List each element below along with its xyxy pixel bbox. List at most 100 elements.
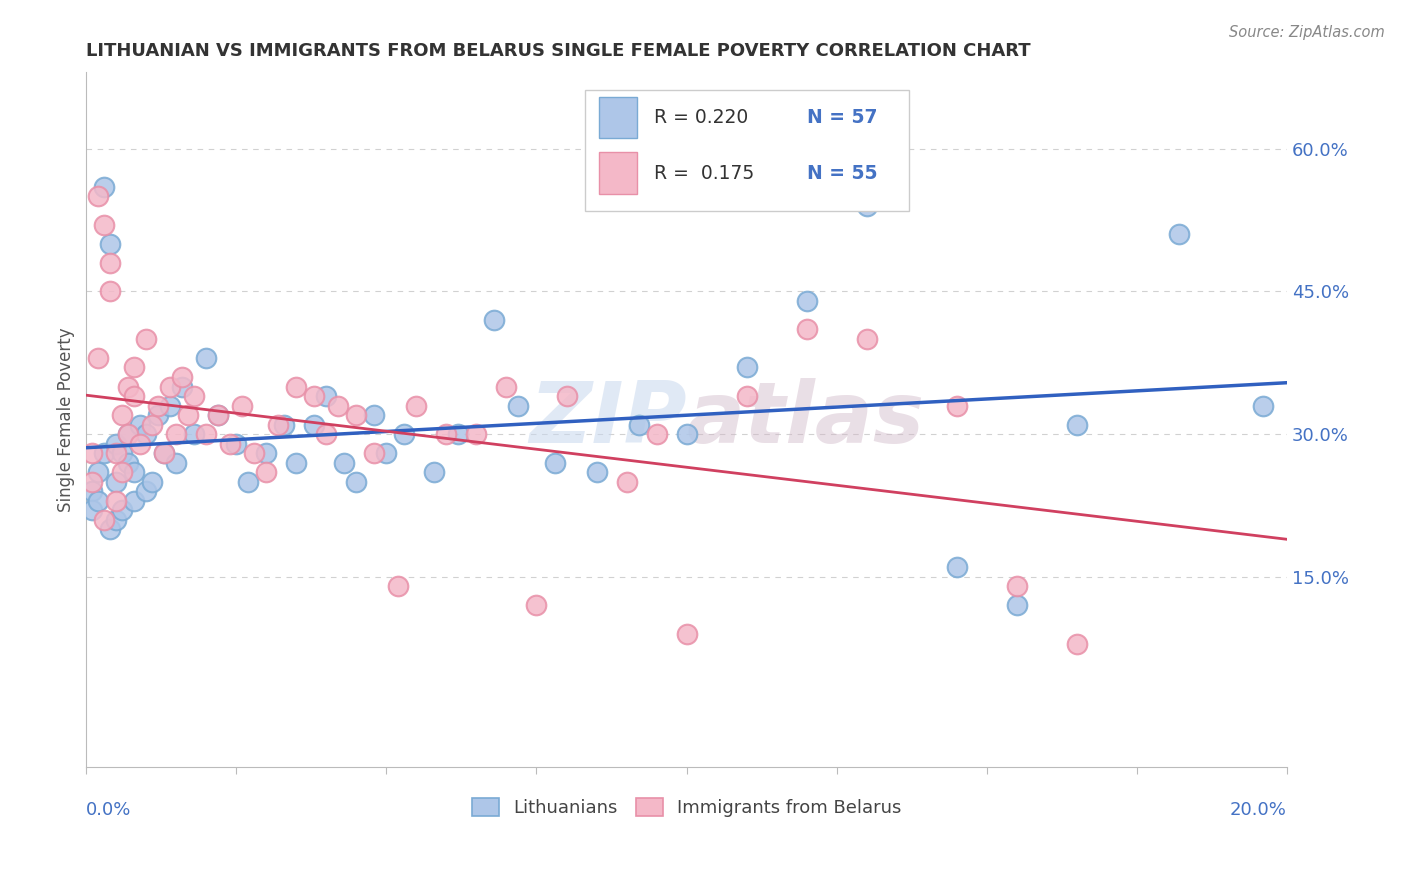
Point <box>645 427 668 442</box>
Point <box>394 427 416 442</box>
Point <box>195 427 218 442</box>
Point <box>1066 636 1088 650</box>
Point <box>93 513 115 527</box>
Point <box>855 199 877 213</box>
Point <box>344 408 367 422</box>
Point <box>304 417 326 432</box>
Point <box>1167 227 1189 242</box>
Point <box>148 408 170 422</box>
Y-axis label: Single Female Poverty: Single Female Poverty <box>58 327 75 512</box>
Text: 0.0%: 0.0% <box>86 801 132 819</box>
Point <box>111 503 134 517</box>
Point <box>1066 417 1088 432</box>
Point <box>105 513 128 527</box>
Point <box>796 293 818 308</box>
FancyBboxPatch shape <box>599 96 637 138</box>
Point <box>111 465 134 479</box>
Point <box>375 446 398 460</box>
Point <box>225 436 247 450</box>
Point <box>238 475 260 489</box>
Point <box>98 522 121 536</box>
Point <box>87 465 110 479</box>
Point <box>93 446 115 460</box>
Point <box>177 408 200 422</box>
Point <box>675 427 697 442</box>
Text: N = 55: N = 55 <box>807 163 877 183</box>
Text: Source: ZipAtlas.com: Source: ZipAtlas.com <box>1229 25 1385 40</box>
Point <box>93 179 115 194</box>
Point <box>543 456 565 470</box>
Point <box>98 285 121 299</box>
Point <box>231 399 253 413</box>
Point <box>82 503 104 517</box>
Point <box>87 493 110 508</box>
Point <box>195 351 218 365</box>
Point <box>254 446 277 460</box>
Point <box>945 560 967 574</box>
Point <box>405 399 427 413</box>
Point <box>117 427 139 442</box>
Point <box>207 408 229 422</box>
Point <box>172 379 194 393</box>
Point <box>105 436 128 450</box>
Point <box>172 370 194 384</box>
Point <box>124 465 146 479</box>
Point <box>423 465 446 479</box>
Point <box>796 322 818 336</box>
Point <box>82 475 104 489</box>
Legend: Lithuanians, Immigrants from Belarus: Lithuanians, Immigrants from Belarus <box>464 790 908 824</box>
Point <box>508 399 530 413</box>
Text: ZIP: ZIP <box>529 378 686 461</box>
Point <box>153 446 176 460</box>
Point <box>135 484 157 499</box>
Point <box>117 379 139 393</box>
Point <box>555 389 578 403</box>
Text: atlas: atlas <box>686 378 925 461</box>
Point <box>183 389 205 403</box>
Point <box>135 332 157 346</box>
Text: LITHUANIAN VS IMMIGRANTS FROM BELARUS SINGLE FEMALE POVERTY CORRELATION CHART: LITHUANIAN VS IMMIGRANTS FROM BELARUS SI… <box>86 42 1031 60</box>
Point <box>363 446 385 460</box>
Point <box>495 379 517 393</box>
Point <box>285 456 308 470</box>
Point <box>129 436 152 450</box>
Point <box>945 399 967 413</box>
Point <box>148 399 170 413</box>
Point <box>82 446 104 460</box>
Point <box>616 475 638 489</box>
Point <box>285 379 308 393</box>
Point <box>129 417 152 432</box>
Point <box>124 389 146 403</box>
Point <box>267 417 290 432</box>
Point <box>159 379 181 393</box>
Point <box>105 493 128 508</box>
Point <box>465 427 488 442</box>
Point <box>98 256 121 270</box>
Point <box>333 456 356 470</box>
Point <box>165 456 187 470</box>
Point <box>111 446 134 460</box>
Point <box>627 417 650 432</box>
Point <box>1005 579 1028 593</box>
Point <box>328 399 350 413</box>
Point <box>87 189 110 203</box>
Point <box>675 627 697 641</box>
Point <box>105 475 128 489</box>
Point <box>153 446 176 460</box>
Point <box>1005 599 1028 613</box>
Point <box>105 446 128 460</box>
Point <box>207 408 229 422</box>
Point <box>344 475 367 489</box>
Point <box>585 465 607 479</box>
Point <box>159 399 181 413</box>
Point <box>436 427 458 442</box>
FancyBboxPatch shape <box>599 153 637 194</box>
Point <box>447 427 470 442</box>
Point <box>117 456 139 470</box>
Text: R = 0.220: R = 0.220 <box>654 108 748 127</box>
Point <box>124 360 146 375</box>
Point <box>304 389 326 403</box>
Point <box>141 475 163 489</box>
Point <box>87 351 110 365</box>
Point <box>254 465 277 479</box>
